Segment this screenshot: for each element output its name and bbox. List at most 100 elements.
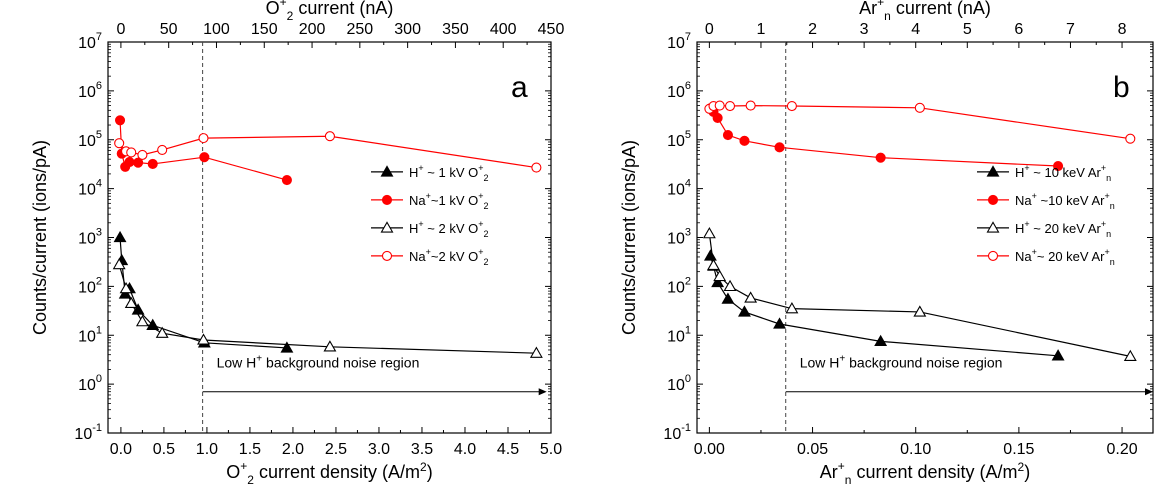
y-tick-label: 104 bbox=[667, 178, 691, 199]
panel-b-chart: 0.00 0.05 0.10 0.15 0.20 0 1 2 3 4 5 6 7 8 10-1 100 101 1… bbox=[619, 0, 1154, 487]
y-tick-label: 104 bbox=[78, 178, 102, 199]
data-point bbox=[738, 305, 751, 317]
legend-label: H+ ~ 1 kV O+2 bbox=[409, 163, 489, 183]
data-point bbox=[722, 129, 734, 141]
y-tick-label: 102 bbox=[78, 275, 102, 296]
panel-letter: a bbox=[511, 71, 528, 104]
data-point bbox=[135, 315, 149, 327]
series-line bbox=[118, 135, 537, 169]
data-point bbox=[137, 149, 148, 160]
legend-label: Na+~ 20 keV Ar+n bbox=[1015, 247, 1115, 267]
y-tick-label: 100 bbox=[667, 373, 691, 394]
data-point bbox=[702, 227, 716, 239]
y-tick-label: 103 bbox=[667, 227, 691, 248]
data-point bbox=[914, 102, 925, 113]
data-point bbox=[1123, 349, 1137, 362]
data-point bbox=[913, 305, 927, 317]
data-point bbox=[744, 291, 758, 303]
data-point bbox=[198, 133, 209, 144]
data-point bbox=[280, 341, 294, 353]
data-point bbox=[112, 257, 126, 270]
legend-marker bbox=[987, 250, 999, 261]
x-tick-label: 3.0 bbox=[368, 441, 390, 458]
data-point bbox=[114, 115, 126, 126]
y-tick-label: 106 bbox=[78, 80, 102, 101]
data-point bbox=[712, 112, 723, 123]
data-point bbox=[711, 275, 725, 288]
data-point bbox=[713, 269, 727, 282]
data-point bbox=[714, 100, 725, 111]
data-point bbox=[724, 100, 736, 112]
x2-tick-label: 8 bbox=[1118, 21, 1127, 38]
legend-label: H+ ~ 10 keV Ar+n bbox=[1015, 163, 1111, 183]
x-tick-label: 0.05 bbox=[797, 441, 828, 458]
data-point bbox=[197, 333, 210, 345]
y-tick-label: 10-1 bbox=[74, 422, 102, 443]
x2-tick-label: 4 bbox=[911, 21, 920, 38]
y-axis-title: Counts/current (ions/pA) bbox=[30, 140, 50, 335]
data-point bbox=[124, 156, 135, 168]
x2-tick-label: 50 bbox=[160, 21, 178, 38]
series-line bbox=[119, 120, 288, 181]
x2-tick-label: 300 bbox=[394, 21, 421, 38]
data-point bbox=[1051, 349, 1065, 361]
legend-label: Na+~1 kV O+2 bbox=[409, 191, 489, 211]
x-tick-label: 5.0 bbox=[540, 441, 562, 458]
y-tick-label: 105 bbox=[667, 129, 691, 150]
legend-marker bbox=[987, 194, 999, 205]
x2-tick-label: 7 bbox=[1066, 21, 1075, 38]
x2-tick-label: 5 bbox=[963, 21, 972, 38]
data-point bbox=[786, 100, 797, 112]
x2-axis-title: Ar+n current (nA) bbox=[859, 0, 991, 23]
data-point bbox=[721, 292, 735, 304]
data-point bbox=[1053, 160, 1064, 172]
x-tick-label: 2.0 bbox=[282, 441, 304, 458]
data-point bbox=[739, 135, 750, 146]
y-tick-label: 107 bbox=[667, 31, 691, 52]
y-tick-label: 101 bbox=[667, 324, 691, 345]
x-tick-label: 0.10 bbox=[900, 441, 931, 458]
x2-tick-label: 3 bbox=[860, 21, 869, 38]
noise-region-arrowhead bbox=[1145, 388, 1153, 396]
x2-tick-label: 150 bbox=[251, 21, 278, 38]
series-line bbox=[119, 237, 287, 349]
x2-axis-title: O+2 current (nA) bbox=[266, 0, 394, 23]
data-point bbox=[529, 346, 543, 358]
legend-marker bbox=[380, 165, 394, 177]
x-tick-label: 4.5 bbox=[497, 441, 519, 458]
data-point bbox=[874, 334, 888, 347]
panel-letter: b bbox=[1113, 71, 1130, 104]
data-point bbox=[531, 162, 542, 173]
y-axis-title: Counts/current (ions/pA) bbox=[619, 140, 639, 335]
legend-marker bbox=[381, 250, 393, 261]
y-tick-label: 103 bbox=[78, 227, 102, 248]
data-point bbox=[773, 317, 786, 329]
y-tick-label: 105 bbox=[78, 129, 102, 150]
data-point bbox=[774, 142, 785, 153]
x-tick-label: 0.20 bbox=[1106, 441, 1137, 458]
y-tick-label: 106 bbox=[667, 80, 691, 101]
data-point bbox=[703, 249, 717, 261]
y-tick-label: 107 bbox=[78, 31, 102, 52]
x-tick-label: 0.5 bbox=[153, 441, 175, 458]
x2-tick-label: 350 bbox=[442, 21, 469, 38]
y-tick-label: 100 bbox=[78, 373, 102, 394]
data-point bbox=[126, 147, 137, 158]
x-tick-label: 2.5 bbox=[325, 441, 347, 458]
series-line bbox=[709, 255, 1059, 357]
data-point bbox=[324, 131, 335, 142]
legend-label: Na+~2 kV O+2 bbox=[409, 247, 489, 267]
data-point bbox=[147, 158, 158, 169]
data-point bbox=[745, 100, 756, 111]
noise-region-label: Low H+ background noise region bbox=[800, 353, 1003, 370]
data-point bbox=[133, 157, 144, 168]
legend-marker bbox=[986, 165, 1000, 177]
x-axis-title: Ar+n current density (A/m2) bbox=[820, 459, 1030, 487]
panel-a-chart: 0.0 0.5 1.0 1.5 2.0 2.5 3.0 3.5 4.0 4.5 5.0 0 50 100 1… bbox=[30, 0, 564, 487]
series-line bbox=[118, 264, 537, 354]
legend-label: Na+ ~10 keV Ar+n bbox=[1015, 191, 1115, 211]
x2-tick-label: 450 bbox=[538, 21, 565, 38]
x-tick-label: 1.5 bbox=[239, 441, 261, 458]
plot-frame bbox=[696, 41, 1154, 434]
